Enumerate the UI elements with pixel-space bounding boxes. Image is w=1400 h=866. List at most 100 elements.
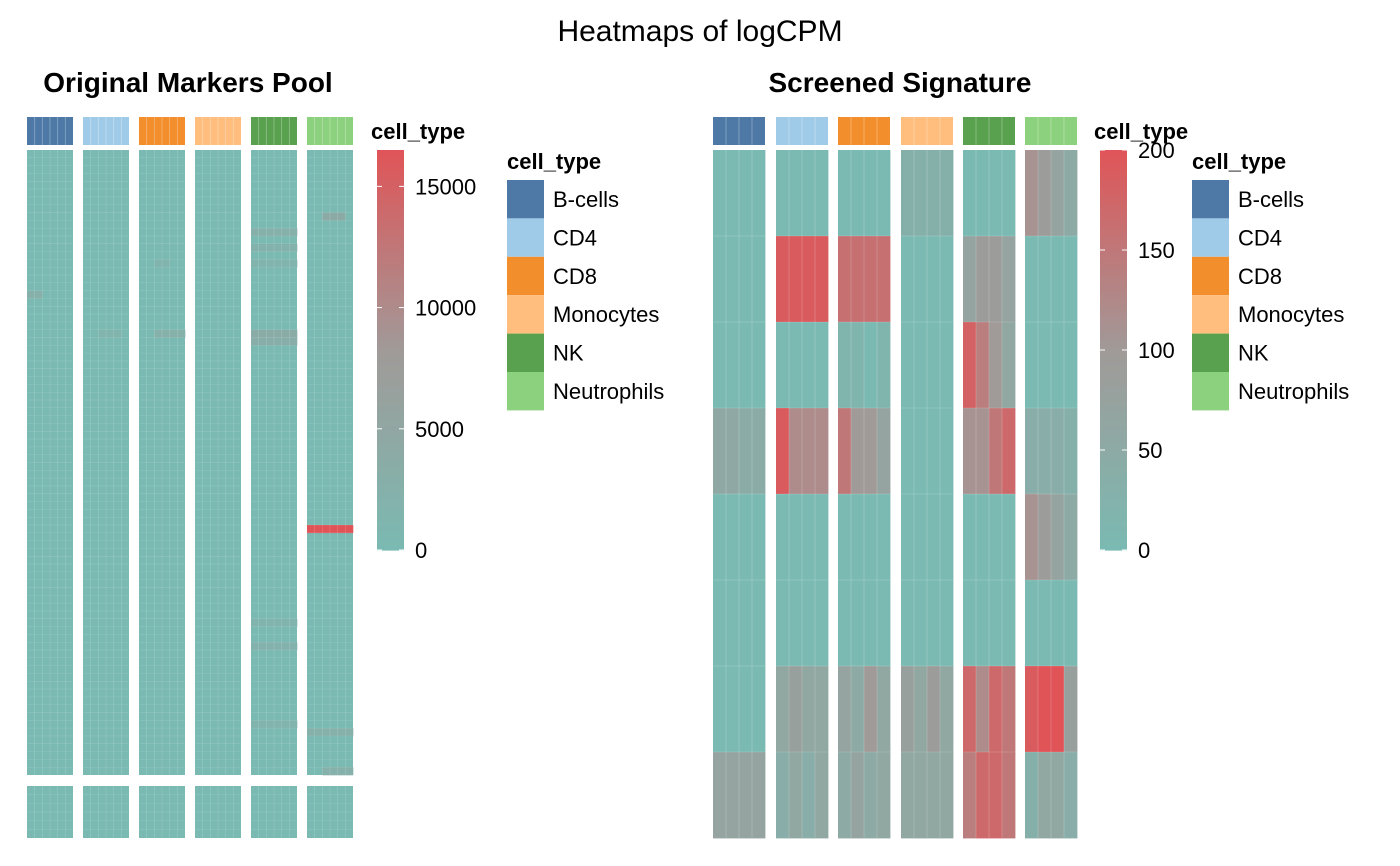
legend-label-cd4: CD4	[1238, 225, 1282, 250]
colorbar-step	[377, 330, 404, 335]
heatmap-block-neutrophils	[307, 786, 353, 838]
colorbar-step	[1100, 314, 1127, 319]
legend-swatch-monocytes	[507, 295, 544, 334]
colorbar-step	[1100, 406, 1127, 411]
colorbar-step	[1100, 362, 1127, 367]
colorbar-step	[1100, 210, 1127, 215]
heatmap-cell	[864, 666, 878, 753]
colorbar-tick-label: 5000	[415, 417, 464, 442]
heatmap-cell	[274, 243, 282, 252]
legend-label-cd8: CD8	[553, 264, 597, 289]
heatmap-cell	[281, 642, 290, 651]
heatmap-cell	[726, 236, 740, 323]
heatmap-cell	[838, 752, 852, 839]
colorbar-step	[377, 454, 404, 459]
annotation-b-cells	[713, 117, 765, 145]
colorbar-step	[1100, 214, 1127, 219]
colorbar-step	[377, 314, 404, 319]
colorbar-step	[1100, 242, 1127, 247]
heatmap-cell	[274, 329, 282, 338]
heatmap-cell	[877, 150, 891, 237]
heatmap-cell	[963, 494, 977, 581]
colorbar-step	[1100, 198, 1127, 203]
heatmap-cell	[776, 752, 790, 839]
heatmap-base	[307, 150, 353, 775]
colorbar-step	[1100, 234, 1127, 239]
heatmap-cell	[901, 150, 915, 237]
legend-swatch-monocytes	[1192, 295, 1229, 334]
heatmap-cell	[289, 329, 298, 338]
annotation-nk	[251, 117, 297, 145]
heatmap-block-monocytes	[195, 150, 241, 775]
heatmap-cell	[927, 236, 941, 323]
heatmap-cell	[1025, 752, 1039, 839]
colorbar-step	[1100, 442, 1127, 447]
heatmap-cell	[864, 580, 878, 667]
heatmap-cell	[976, 322, 990, 409]
colorbar-step	[1100, 450, 1127, 455]
heatmap-cell	[726, 580, 740, 667]
colorbar-step	[1100, 438, 1127, 443]
heatmap-cell	[1051, 322, 1065, 409]
heatmap-cell	[739, 322, 753, 409]
heatmap-cell	[1025, 494, 1039, 581]
heatmap-cell	[838, 150, 852, 237]
annotation-monocytes	[195, 117, 241, 145]
colorbar-step	[377, 418, 404, 423]
colorbar-step	[1100, 154, 1127, 159]
colorbar-step	[1100, 194, 1127, 199]
legend-swatch-cd8	[1192, 256, 1229, 296]
colorbar-step	[1100, 298, 1127, 303]
heatmap-cell	[258, 243, 267, 252]
heatmap-block-nk	[251, 786, 297, 838]
colorbar-step	[377, 218, 404, 223]
heatmap-cell	[989, 494, 1003, 581]
heatmap-cell	[815, 322, 829, 409]
heatmap-cell	[1051, 150, 1065, 237]
legend-label-nk: NK	[1238, 341, 1269, 366]
heatmap-cell	[963, 752, 977, 839]
heatmap-cell	[776, 322, 790, 409]
heatmap-block-neutrophils	[1025, 150, 1078, 839]
annotation-bar	[27, 117, 353, 145]
colorbar-step	[377, 410, 404, 415]
heatmap-block-b-cells	[27, 150, 73, 775]
colorbar-step	[377, 166, 404, 171]
colorbar-step	[377, 234, 404, 239]
heatmap-cell	[976, 666, 990, 753]
colorbar-step	[377, 254, 404, 259]
heatmap-cell	[864, 494, 878, 581]
heatmap-cell	[289, 259, 298, 268]
heatmap-cell	[976, 408, 990, 495]
colorbar-title: cell_type	[1094, 119, 1188, 144]
colorbar-step	[1100, 530, 1127, 535]
colorbar-step	[1100, 190, 1127, 195]
heatmap-cell	[314, 525, 323, 534]
heatmap-cell	[266, 259, 275, 268]
heatmap-cell	[266, 720, 275, 729]
heatmap-cell	[802, 236, 816, 323]
colorbar-step	[377, 298, 404, 303]
heatmap-cell	[337, 767, 346, 776]
heatmap-cell	[752, 408, 766, 495]
heatmap-cell	[940, 322, 954, 409]
heatmap-cell	[838, 322, 852, 409]
colorbar-step	[377, 526, 404, 531]
heatmap-base	[251, 150, 297, 775]
colorbar-step	[1100, 354, 1127, 359]
heatmap-cell	[281, 337, 290, 346]
colorbar-step	[377, 486, 404, 491]
colorbar-step	[377, 490, 404, 495]
colorbar-step	[1100, 330, 1127, 335]
heatmap-cell	[864, 752, 878, 839]
heatmap-cell	[177, 329, 186, 338]
heatmap-cell	[274, 642, 282, 651]
colorbar	[377, 150, 404, 551]
heatmap-cell	[901, 494, 915, 581]
heatmap-cell	[927, 752, 941, 839]
heatmap-cell	[713, 494, 727, 581]
legend-label-neutrophils: Neutrophils	[1238, 379, 1349, 404]
heatmap-cell	[752, 752, 766, 839]
colorbar-step	[377, 222, 404, 227]
colorbar-step	[377, 226, 404, 231]
